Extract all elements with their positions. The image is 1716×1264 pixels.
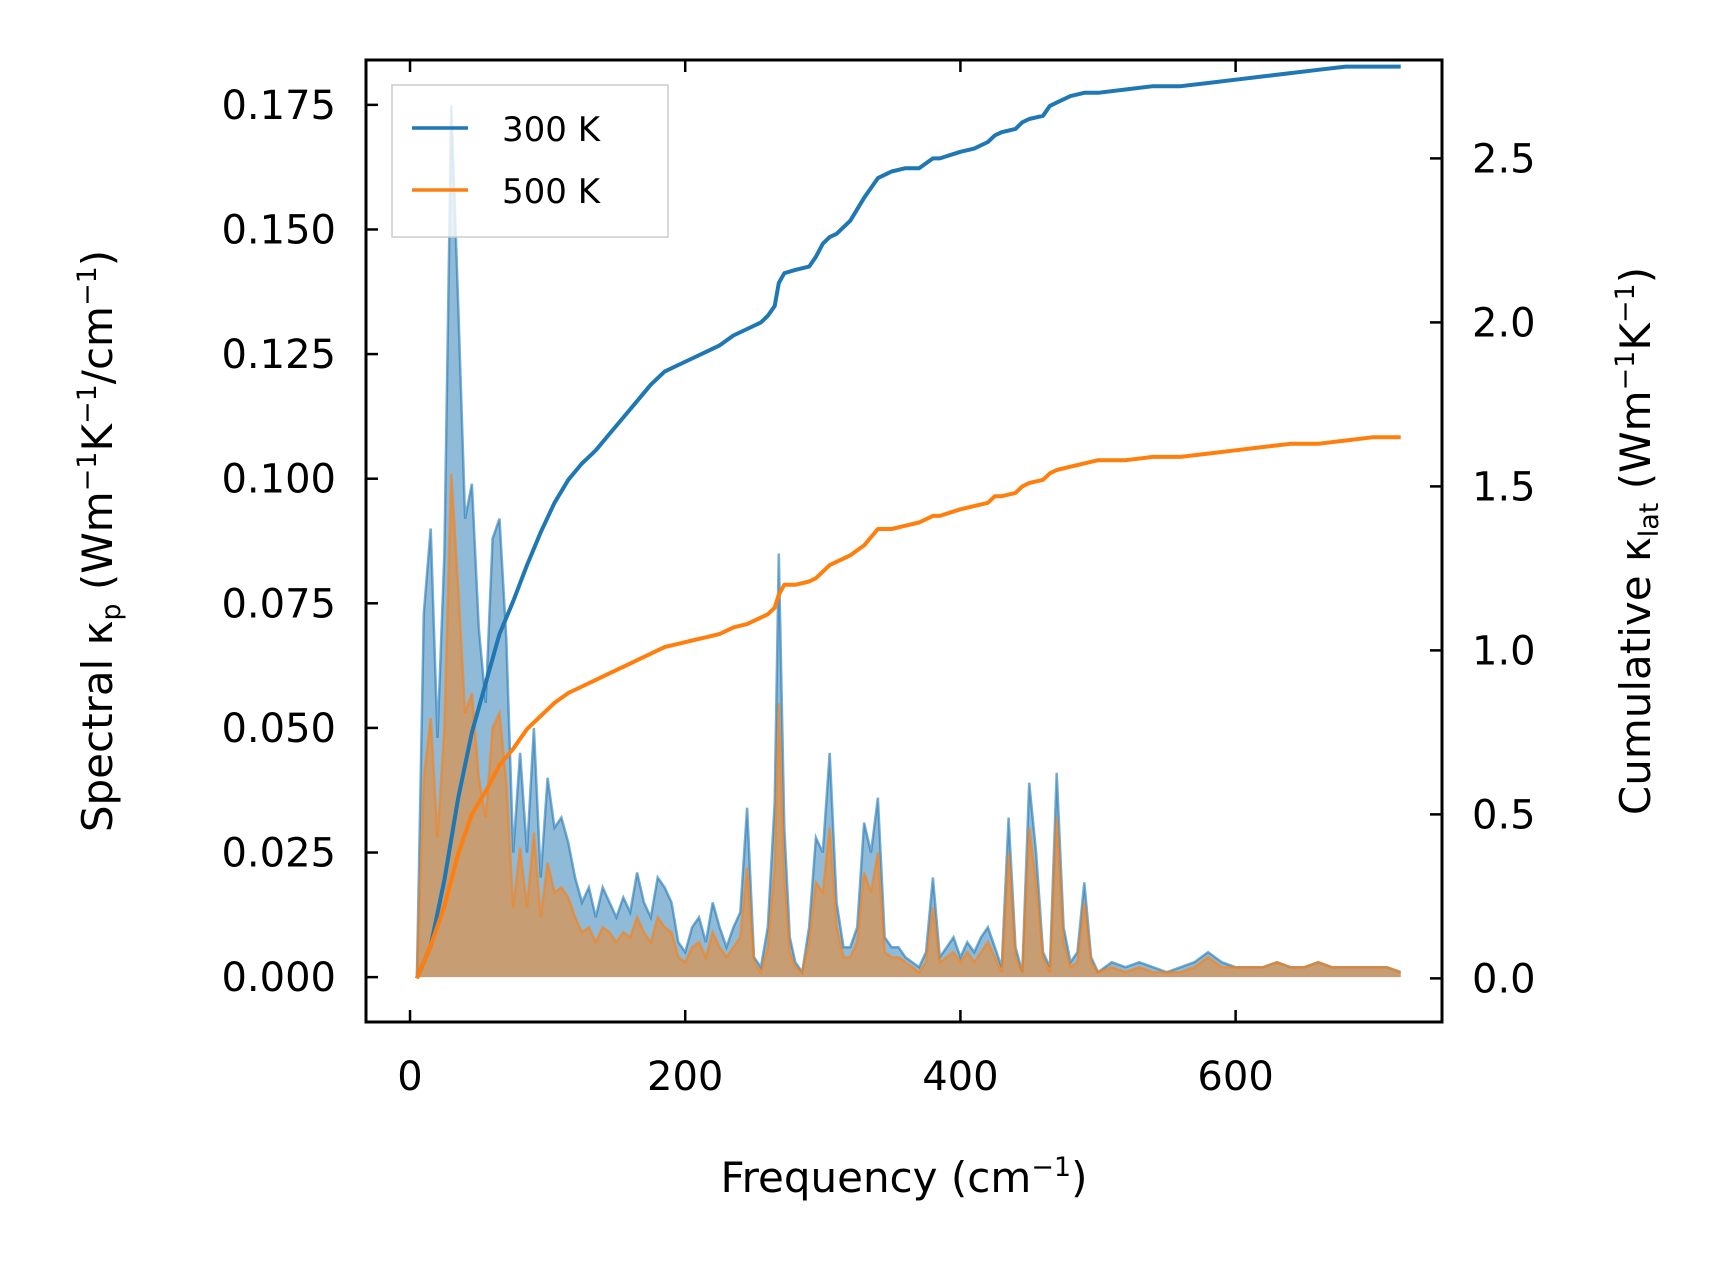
y-left-tick-label: 0.100 [221,457,336,503]
spectral-fills [415,104,1402,978]
cumulative-line-500k [415,435,1401,980]
spectral-area-500k [416,473,1401,978]
y-right-tick-label: 2.0 [1472,300,1536,346]
y-left-axis-label: Spectral κp (Wm−1K−1/cm−1) [72,250,127,832]
plot-frame [364,58,1444,1024]
y-left-tick-label: 0.075 [221,581,336,627]
x-tick-label: 200 [647,1054,723,1100]
legend-label-300k: 300 K [502,110,602,150]
y-left-tick-label: 0.175 [221,83,336,129]
spectral-line-500k [415,473,1402,978]
y-right-tick-label: 0.0 [1472,956,1536,1002]
x-axis-label: Frequency (cm−1) [721,1152,1088,1202]
cumulative-line-300k [415,64,1401,980]
y-left-tick-label: 0.000 [221,955,336,1001]
y-right-tick-label: 0.5 [1472,792,1536,838]
y-right-tick-label: 1.5 [1472,464,1536,510]
y-left-tick-label: 0.025 [221,831,336,877]
y-left-tick-label: 0.125 [221,332,336,378]
y-left-tick-label: 0.150 [221,207,336,253]
x-tick-label: 600 [1197,1054,1273,1100]
y-right-axis-label: Cumulative κlat (Wm−1K−1) [1610,267,1665,815]
x-tick-label: 0 [397,1054,422,1100]
legend-box [391,84,669,238]
legend: 300 K 500 K [391,84,669,238]
data-lines [415,64,1401,980]
spectral-line-300k [415,104,1402,978]
x-tick-label: 400 [922,1054,998,1100]
y-right-tick-label: 2.5 [1472,136,1536,182]
y-left-tick-label: 0.050 [221,706,336,752]
y-right-tick-label: 1.0 [1472,628,1536,674]
axis-ticks: 0 200 400 600 0.000 0.025 0.050 0.075 0.100 0.125… [221,60,1536,1100]
legend-label-500k: 500 K [502,172,602,212]
